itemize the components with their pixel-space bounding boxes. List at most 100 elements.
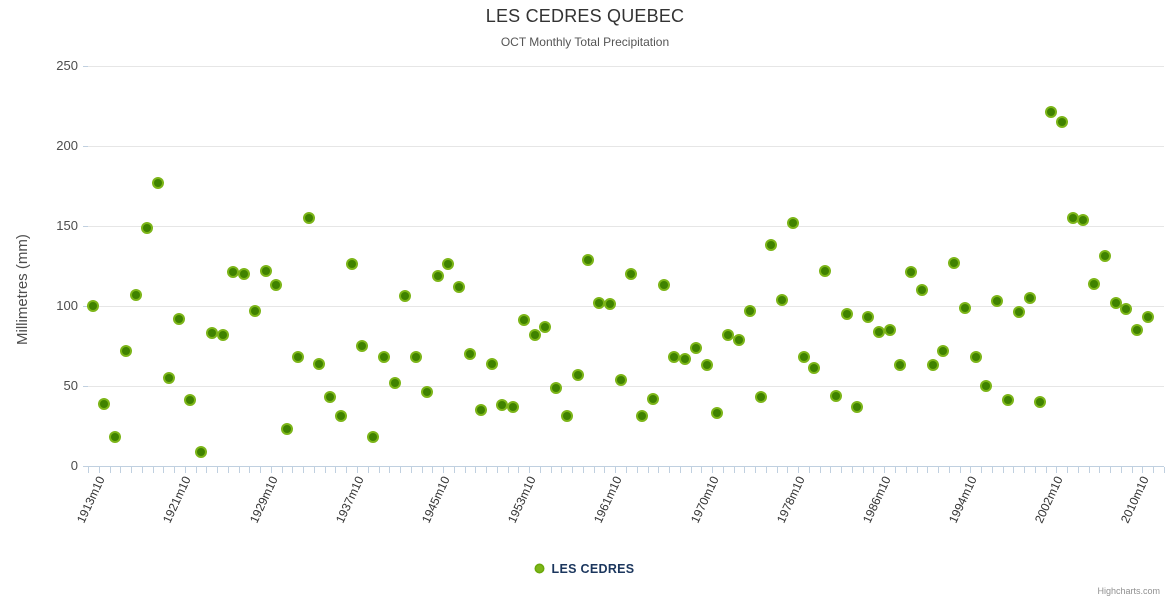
data-point[interactable]	[960, 303, 969, 312]
data-point[interactable]	[1079, 215, 1088, 224]
data-point[interactable]	[831, 391, 840, 400]
data-point[interactable]	[519, 316, 528, 325]
data-point[interactable]	[261, 266, 270, 275]
data-point[interactable]	[1014, 308, 1023, 317]
data-point[interactable]	[821, 266, 830, 275]
data-point[interactable]	[358, 342, 367, 350]
data-point[interactable]	[283, 425, 292, 434]
data-point[interactable]	[240, 270, 249, 278]
data-point[interactable]	[369, 433, 378, 442]
data-point[interactable]	[799, 353, 808, 362]
data-point[interactable]	[853, 402, 862, 411]
legend-item-les-cedres[interactable]: LES CEDRES	[535, 562, 635, 576]
data-point[interactable]	[218, 330, 227, 339]
data-point[interactable]	[422, 388, 431, 397]
data-point[interactable]	[1068, 214, 1077, 222]
data-point[interactable]	[939, 346, 948, 355]
data-point[interactable]	[476, 406, 485, 414]
data-point[interactable]	[89, 302, 98, 310]
data-point[interactable]	[132, 290, 141, 299]
data-point[interactable]	[928, 361, 937, 370]
data-point[interactable]	[444, 260, 453, 269]
data-point[interactable]	[196, 447, 205, 456]
data-point[interactable]	[390, 378, 399, 387]
data-point[interactable]	[401, 292, 410, 301]
data-point[interactable]	[315, 359, 324, 368]
data-point[interactable]	[272, 281, 281, 290]
data-point[interactable]	[207, 329, 216, 338]
data-point[interactable]	[584, 255, 593, 264]
data-point[interactable]	[907, 268, 916, 277]
data-point[interactable]	[1111, 298, 1120, 307]
data-point[interactable]	[1143, 313, 1152, 322]
data-point[interactable]	[573, 370, 582, 379]
data-point[interactable]	[164, 374, 173, 382]
data-point[interactable]	[1090, 279, 1099, 288]
data-point[interactable]	[627, 270, 636, 278]
data-point[interactable]	[778, 295, 787, 304]
data-point[interactable]	[670, 353, 679, 362]
data-point[interactable]	[767, 241, 776, 250]
data-point[interactable]	[1133, 326, 1142, 334]
data-point[interactable]	[702, 361, 711, 370]
data-point[interactable]	[250, 306, 259, 315]
data-point[interactable]	[691, 343, 700, 352]
data-point[interactable]	[713, 409, 722, 418]
data-point[interactable]	[347, 260, 356, 269]
data-point[interactable]	[810, 364, 819, 373]
data-point[interactable]	[100, 399, 109, 408]
data-point[interactable]	[896, 361, 905, 370]
data-point[interactable]	[229, 268, 238, 277]
data-point[interactable]	[509, 402, 518, 411]
data-point[interactable]	[293, 353, 302, 362]
data-point[interactable]	[186, 396, 195, 405]
data-point[interactable]	[304, 214, 313, 222]
data-point[interactable]	[648, 394, 657, 403]
data-point[interactable]	[326, 393, 335, 402]
data-point[interactable]	[1003, 396, 1012, 405]
data-point[interactable]	[788, 218, 797, 227]
data-point[interactable]	[175, 314, 184, 323]
data-point[interactable]	[412, 353, 421, 362]
data-point[interactable]	[1047, 108, 1056, 117]
data-point[interactable]	[1100, 252, 1109, 261]
data-point[interactable]	[530, 330, 539, 339]
data-point[interactable]	[1036, 398, 1045, 406]
data-point[interactable]	[756, 393, 765, 402]
data-point[interactable]	[659, 281, 668, 290]
data-point[interactable]	[745, 306, 754, 315]
data-point[interactable]	[993, 297, 1002, 306]
data-point[interactable]	[541, 322, 550, 331]
data-point[interactable]	[465, 350, 474, 358]
data-point[interactable]	[1122, 305, 1131, 314]
data-point[interactable]	[734, 335, 743, 344]
data-point[interactable]	[681, 354, 690, 363]
data-point[interactable]	[842, 310, 851, 318]
data-point[interactable]	[110, 433, 119, 442]
data-point[interactable]	[379, 353, 388, 362]
data-point[interactable]	[595, 298, 604, 307]
data-point[interactable]	[982, 382, 991, 390]
data-point[interactable]	[971, 353, 980, 362]
data-point[interactable]	[605, 300, 614, 309]
data-point[interactable]	[433, 271, 442, 280]
data-point[interactable]	[1025, 294, 1034, 302]
data-point[interactable]	[498, 401, 507, 410]
data-point[interactable]	[950, 258, 959, 267]
data-point[interactable]	[455, 282, 464, 291]
data-point[interactable]	[153, 178, 162, 187]
data-point[interactable]	[874, 327, 883, 336]
data-point[interactable]	[336, 412, 345, 421]
data-point[interactable]	[143, 223, 152, 232]
data-point[interactable]	[864, 313, 873, 322]
data-point[interactable]	[885, 326, 894, 334]
data-point[interactable]	[724, 330, 733, 339]
data-point[interactable]	[562, 412, 571, 421]
data-point[interactable]	[552, 383, 561, 392]
data-point[interactable]	[638, 412, 647, 421]
data-point[interactable]	[616, 375, 625, 384]
data-point[interactable]	[917, 286, 926, 294]
data-point[interactable]	[487, 359, 496, 368]
data-point[interactable]	[1057, 118, 1066, 126]
data-point[interactable]	[121, 346, 130, 355]
